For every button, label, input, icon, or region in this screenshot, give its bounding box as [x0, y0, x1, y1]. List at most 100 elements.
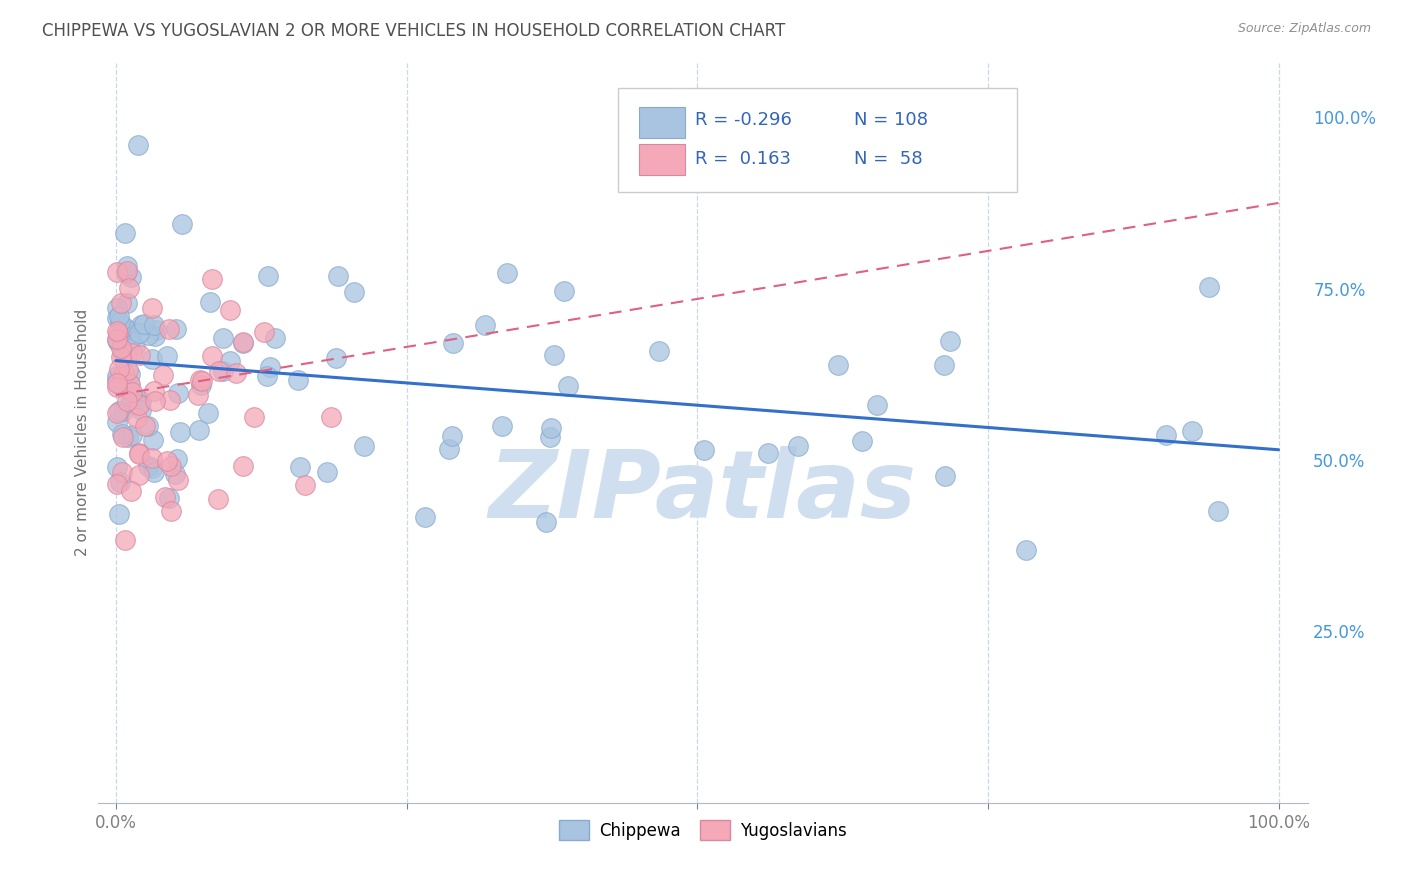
Point — [1181, 424, 1204, 438]
Point — [152, 368, 174, 383]
Point — [110, 341, 132, 355]
Text: N = 108: N = 108 — [855, 112, 928, 129]
Point — [166, 452, 188, 467]
Point — [111, 404, 134, 418]
Point — [141, 451, 163, 466]
Point — [319, 410, 342, 425]
Point — [169, 425, 191, 440]
Point — [939, 334, 962, 348]
Point — [110, 296, 132, 310]
Point — [316, 465, 339, 479]
Point — [131, 318, 153, 333]
Point — [264, 331, 287, 345]
Point — [111, 465, 134, 479]
Point — [165, 467, 187, 481]
Point — [105, 265, 128, 279]
Point — [1198, 279, 1220, 293]
Point — [557, 379, 579, 393]
Point — [136, 418, 159, 433]
Point — [108, 507, 131, 521]
Point — [187, 387, 209, 401]
Point — [257, 268, 280, 283]
Point — [105, 460, 128, 475]
Point — [197, 406, 219, 420]
Point — [115, 264, 138, 278]
Point — [120, 484, 142, 499]
Point — [201, 349, 224, 363]
Point — [212, 330, 235, 344]
Point — [110, 351, 132, 365]
Point — [353, 439, 375, 453]
Point — [127, 410, 149, 425]
Point — [1208, 504, 1230, 518]
Text: ZIPatlas: ZIPatlas — [489, 446, 917, 538]
Point — [287, 373, 309, 387]
Point — [232, 334, 254, 349]
Point — [143, 318, 166, 332]
Point — [110, 325, 132, 339]
Point — [121, 390, 143, 404]
Point — [232, 458, 254, 473]
Point — [932, 358, 955, 372]
Point — [543, 348, 565, 362]
Point — [112, 429, 135, 443]
Point — [141, 301, 163, 315]
Point — [108, 403, 131, 417]
Point — [1154, 428, 1177, 442]
Point — [290, 459, 312, 474]
Point — [128, 446, 150, 460]
Text: CHIPPEWA VS YUGOSLAVIAN 2 OR MORE VEHICLES IN HOUSEHOLD CORRELATION CHART: CHIPPEWA VS YUGOSLAVIAN 2 OR MORE VEHICL… — [42, 22, 786, 40]
Point — [188, 374, 211, 388]
Point — [141, 461, 163, 475]
Point — [115, 296, 138, 310]
Point — [115, 349, 138, 363]
Point — [145, 323, 167, 337]
Point — [143, 394, 166, 409]
Point — [117, 363, 139, 377]
Point — [198, 295, 221, 310]
Text: N =  58: N = 58 — [855, 150, 922, 168]
FancyBboxPatch shape — [638, 107, 685, 138]
Point — [105, 301, 128, 316]
Point — [553, 285, 575, 299]
Point — [143, 329, 166, 343]
Point — [259, 359, 281, 374]
Point — [142, 465, 165, 479]
Point — [118, 376, 141, 391]
Point — [114, 371, 136, 385]
Point — [107, 309, 129, 323]
Point — [134, 317, 156, 331]
Point — [121, 384, 143, 399]
Text: Source: ZipAtlas.com: Source: ZipAtlas.com — [1237, 22, 1371, 36]
Point — [120, 331, 142, 345]
Point — [866, 398, 889, 412]
Point — [153, 490, 176, 504]
Point — [218, 303, 240, 318]
Point — [105, 325, 128, 339]
Point — [138, 458, 160, 473]
Point — [159, 503, 181, 517]
Point — [115, 266, 138, 280]
Point — [114, 227, 136, 241]
Point — [167, 385, 190, 400]
Point — [128, 446, 150, 460]
Point — [170, 217, 193, 231]
Point — [105, 376, 128, 390]
Point — [534, 515, 557, 529]
Point — [166, 473, 188, 487]
Point — [141, 351, 163, 366]
Point — [118, 377, 141, 392]
Text: R = -0.296: R = -0.296 — [695, 112, 792, 129]
Point — [156, 349, 179, 363]
Point — [786, 439, 808, 453]
Point — [225, 366, 247, 380]
Point — [647, 344, 669, 359]
Point — [156, 454, 179, 468]
Point — [120, 396, 142, 410]
Point — [441, 429, 464, 443]
Point — [120, 368, 142, 382]
Point — [114, 533, 136, 548]
Point — [934, 469, 956, 483]
Point — [105, 332, 128, 346]
Point — [110, 315, 132, 329]
